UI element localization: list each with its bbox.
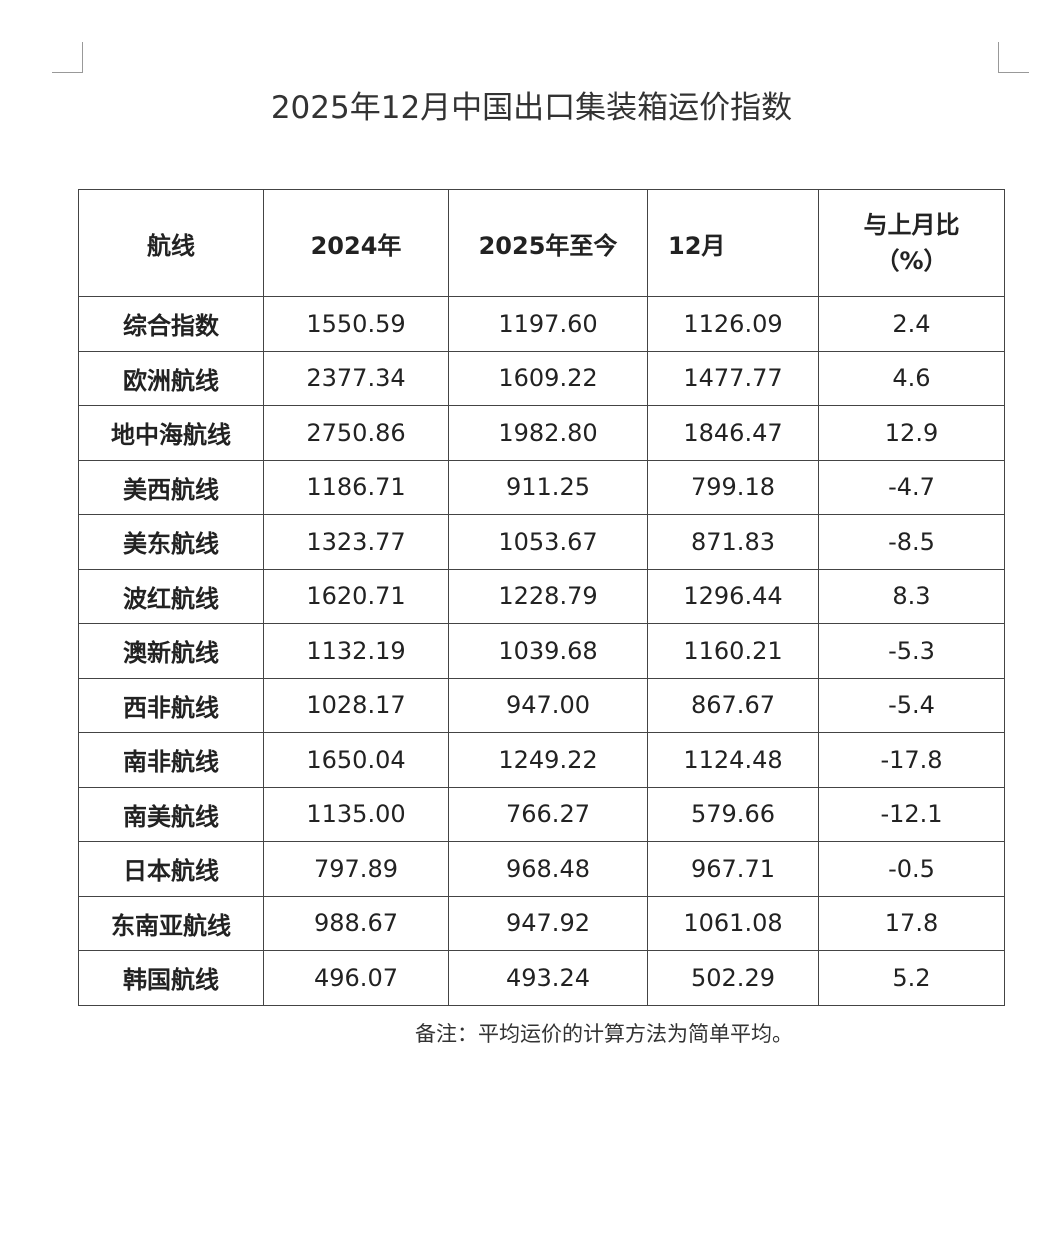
header-text: 航线 <box>147 231 195 260</box>
table-row: 东南亚航线 988.67 947.92 1061.08 17.8 <box>78 895 1005 951</box>
value-cell: 579.66 <box>647 786 819 842</box>
table-row: 综合指数 1550.59 1197.60 1126.09 2.4 <box>78 296 1005 352</box>
table-row: 韩国航线 496.07 493.24 502.29 5.2 <box>78 950 1005 1006</box>
value-cell: 1197.60 <box>448 296 648 352</box>
value-cell: 1323.77 <box>263 514 449 570</box>
value-cell: 2.4 <box>818 296 1005 352</box>
value-cell: 1650.04 <box>263 732 449 788</box>
route-cell: 地中海航线 <box>78 405 264 461</box>
value-cell: 1028.17 <box>263 677 449 733</box>
value-cell: 967.71 <box>647 841 819 897</box>
route-cell: 欧洲航线 <box>78 350 264 406</box>
value-cell: 5.2 <box>818 950 1005 1006</box>
value-cell: 1039.68 <box>448 623 648 679</box>
value-cell: 1620.71 <box>263 568 449 624</box>
table-row: 美西航线 1186.71 911.25 799.18 -4.7 <box>78 459 1005 515</box>
value-cell: 2750.86 <box>263 405 449 461</box>
route-cell: 东南亚航线 <box>78 895 264 951</box>
header-row: 航线 2024年 2025年至今 12月 与上月比（%） <box>78 189 1005 297</box>
crop-mark <box>998 42 1029 73</box>
route-cell: 波红航线 <box>78 568 264 624</box>
header-cell: 与上月比（%） <box>818 189 1005 297</box>
route-cell: 南非航线 <box>78 732 264 788</box>
table-row: 美东航线 1323.77 1053.67 871.83 -8.5 <box>78 514 1005 570</box>
value-cell: -17.8 <box>818 732 1005 788</box>
doc-title: 2025年12月中国出口集装箱运价指数 <box>270 90 793 126</box>
value-cell: 1249.22 <box>448 732 648 788</box>
table-body: 综合指数 1550.59 1197.60 1126.09 2.4 欧洲航线 2377.34 1… <box>78 296 1005 1006</box>
value-cell: 12.9 <box>818 405 1005 461</box>
route-cell: 韩国航线 <box>78 950 264 1006</box>
value-cell: 1160.21 <box>647 623 819 679</box>
route-cell: 综合指数 <box>78 296 264 352</box>
value-cell: 1061.08 <box>647 895 819 951</box>
table-row: 西非航线 1028.17 947.00 867.67 -5.4 <box>78 677 1005 733</box>
value-cell: 947.00 <box>448 677 648 733</box>
value-cell: 766.27 <box>448 786 648 842</box>
header-text: 12月 <box>668 231 726 260</box>
value-cell: 1132.19 <box>263 623 449 679</box>
value-cell: 1982.80 <box>448 405 648 461</box>
value-cell: 871.83 <box>647 514 819 570</box>
route-cell: 日本航线 <box>78 841 264 897</box>
table-row: 欧洲航线 2377.34 1609.22 1477.77 4.6 <box>78 350 1005 406</box>
value-cell: 1126.09 <box>647 296 819 352</box>
value-cell: 1477.77 <box>647 350 819 406</box>
value-cell: 4.6 <box>818 350 1005 406</box>
route-cell: 美西航线 <box>78 459 264 515</box>
value-cell: -12.1 <box>818 786 1005 842</box>
value-cell: -5.3 <box>818 623 1005 679</box>
value-cell: 988.67 <box>263 895 449 951</box>
table-row: 南美航线 1135.00 766.27 579.66 -12.1 <box>78 786 1005 842</box>
value-cell: 867.67 <box>647 677 819 733</box>
crop-mark <box>52 42 83 73</box>
table-row: 日本航线 797.89 968.48 967.71 -0.5 <box>78 841 1005 897</box>
value-cell: 1296.44 <box>647 568 819 624</box>
value-cell: 496.07 <box>263 950 449 1006</box>
value-cell: 1186.71 <box>263 459 449 515</box>
value-cell: 1135.00 <box>263 786 449 842</box>
value-cell: 947.92 <box>448 895 648 951</box>
value-cell: 502.29 <box>647 950 819 1006</box>
value-cell: -5.4 <box>818 677 1005 733</box>
header-text: 2024年 <box>310 231 402 260</box>
value-cell: 1124.48 <box>647 732 819 788</box>
value-cell: 968.48 <box>448 841 648 897</box>
table-row: 澳新航线 1132.19 1039.68 1160.21 -5.3 <box>78 623 1005 679</box>
table-row: 南非航线 1650.04 1249.22 1124.48 -17.8 <box>78 732 1005 788</box>
value-cell: 799.18 <box>647 459 819 515</box>
value-cell: 17.8 <box>818 895 1005 951</box>
value-cell: 797.89 <box>263 841 449 897</box>
freight-table: 航线 2024年 2025年至今 12月 与上月比（%） 综合指数 1550.59 1197… <box>78 189 1005 1006</box>
value-cell: 1846.47 <box>647 405 819 461</box>
value-cell: -0.5 <box>818 841 1005 897</box>
header-text: 2025年至今 <box>478 231 618 260</box>
header-cell: 12月 <box>647 189 819 297</box>
header-cell: 2024年 <box>263 189 449 297</box>
value-cell: 2377.34 <box>263 350 449 406</box>
header-text: 与上月比（%） <box>863 211 960 275</box>
route-cell: 澳新航线 <box>78 623 264 679</box>
header-cell: 2025年至今 <box>448 189 648 297</box>
route-cell: 南美航线 <box>78 786 264 842</box>
value-cell: 1550.59 <box>263 296 449 352</box>
table-row: 地中海航线 2750.86 1982.80 1846.47 12.9 <box>78 405 1005 461</box>
header-cell: 航线 <box>78 189 264 297</box>
value-cell: 1228.79 <box>448 568 648 624</box>
value-cell: -4.7 <box>818 459 1005 515</box>
table-row: 波红航线 1620.71 1228.79 1296.44 8.3 <box>78 568 1005 624</box>
value-cell: 1053.67 <box>448 514 648 570</box>
footnote: 备注：平均运价的计算方法为简单平均。 <box>415 1022 793 1046</box>
route-cell: 美东航线 <box>78 514 264 570</box>
value-cell: 911.25 <box>448 459 648 515</box>
value-cell: -8.5 <box>818 514 1005 570</box>
value-cell: 1609.22 <box>448 350 648 406</box>
route-cell: 西非航线 <box>78 677 264 733</box>
value-cell: 493.24 <box>448 950 648 1006</box>
value-cell: 8.3 <box>818 568 1005 624</box>
